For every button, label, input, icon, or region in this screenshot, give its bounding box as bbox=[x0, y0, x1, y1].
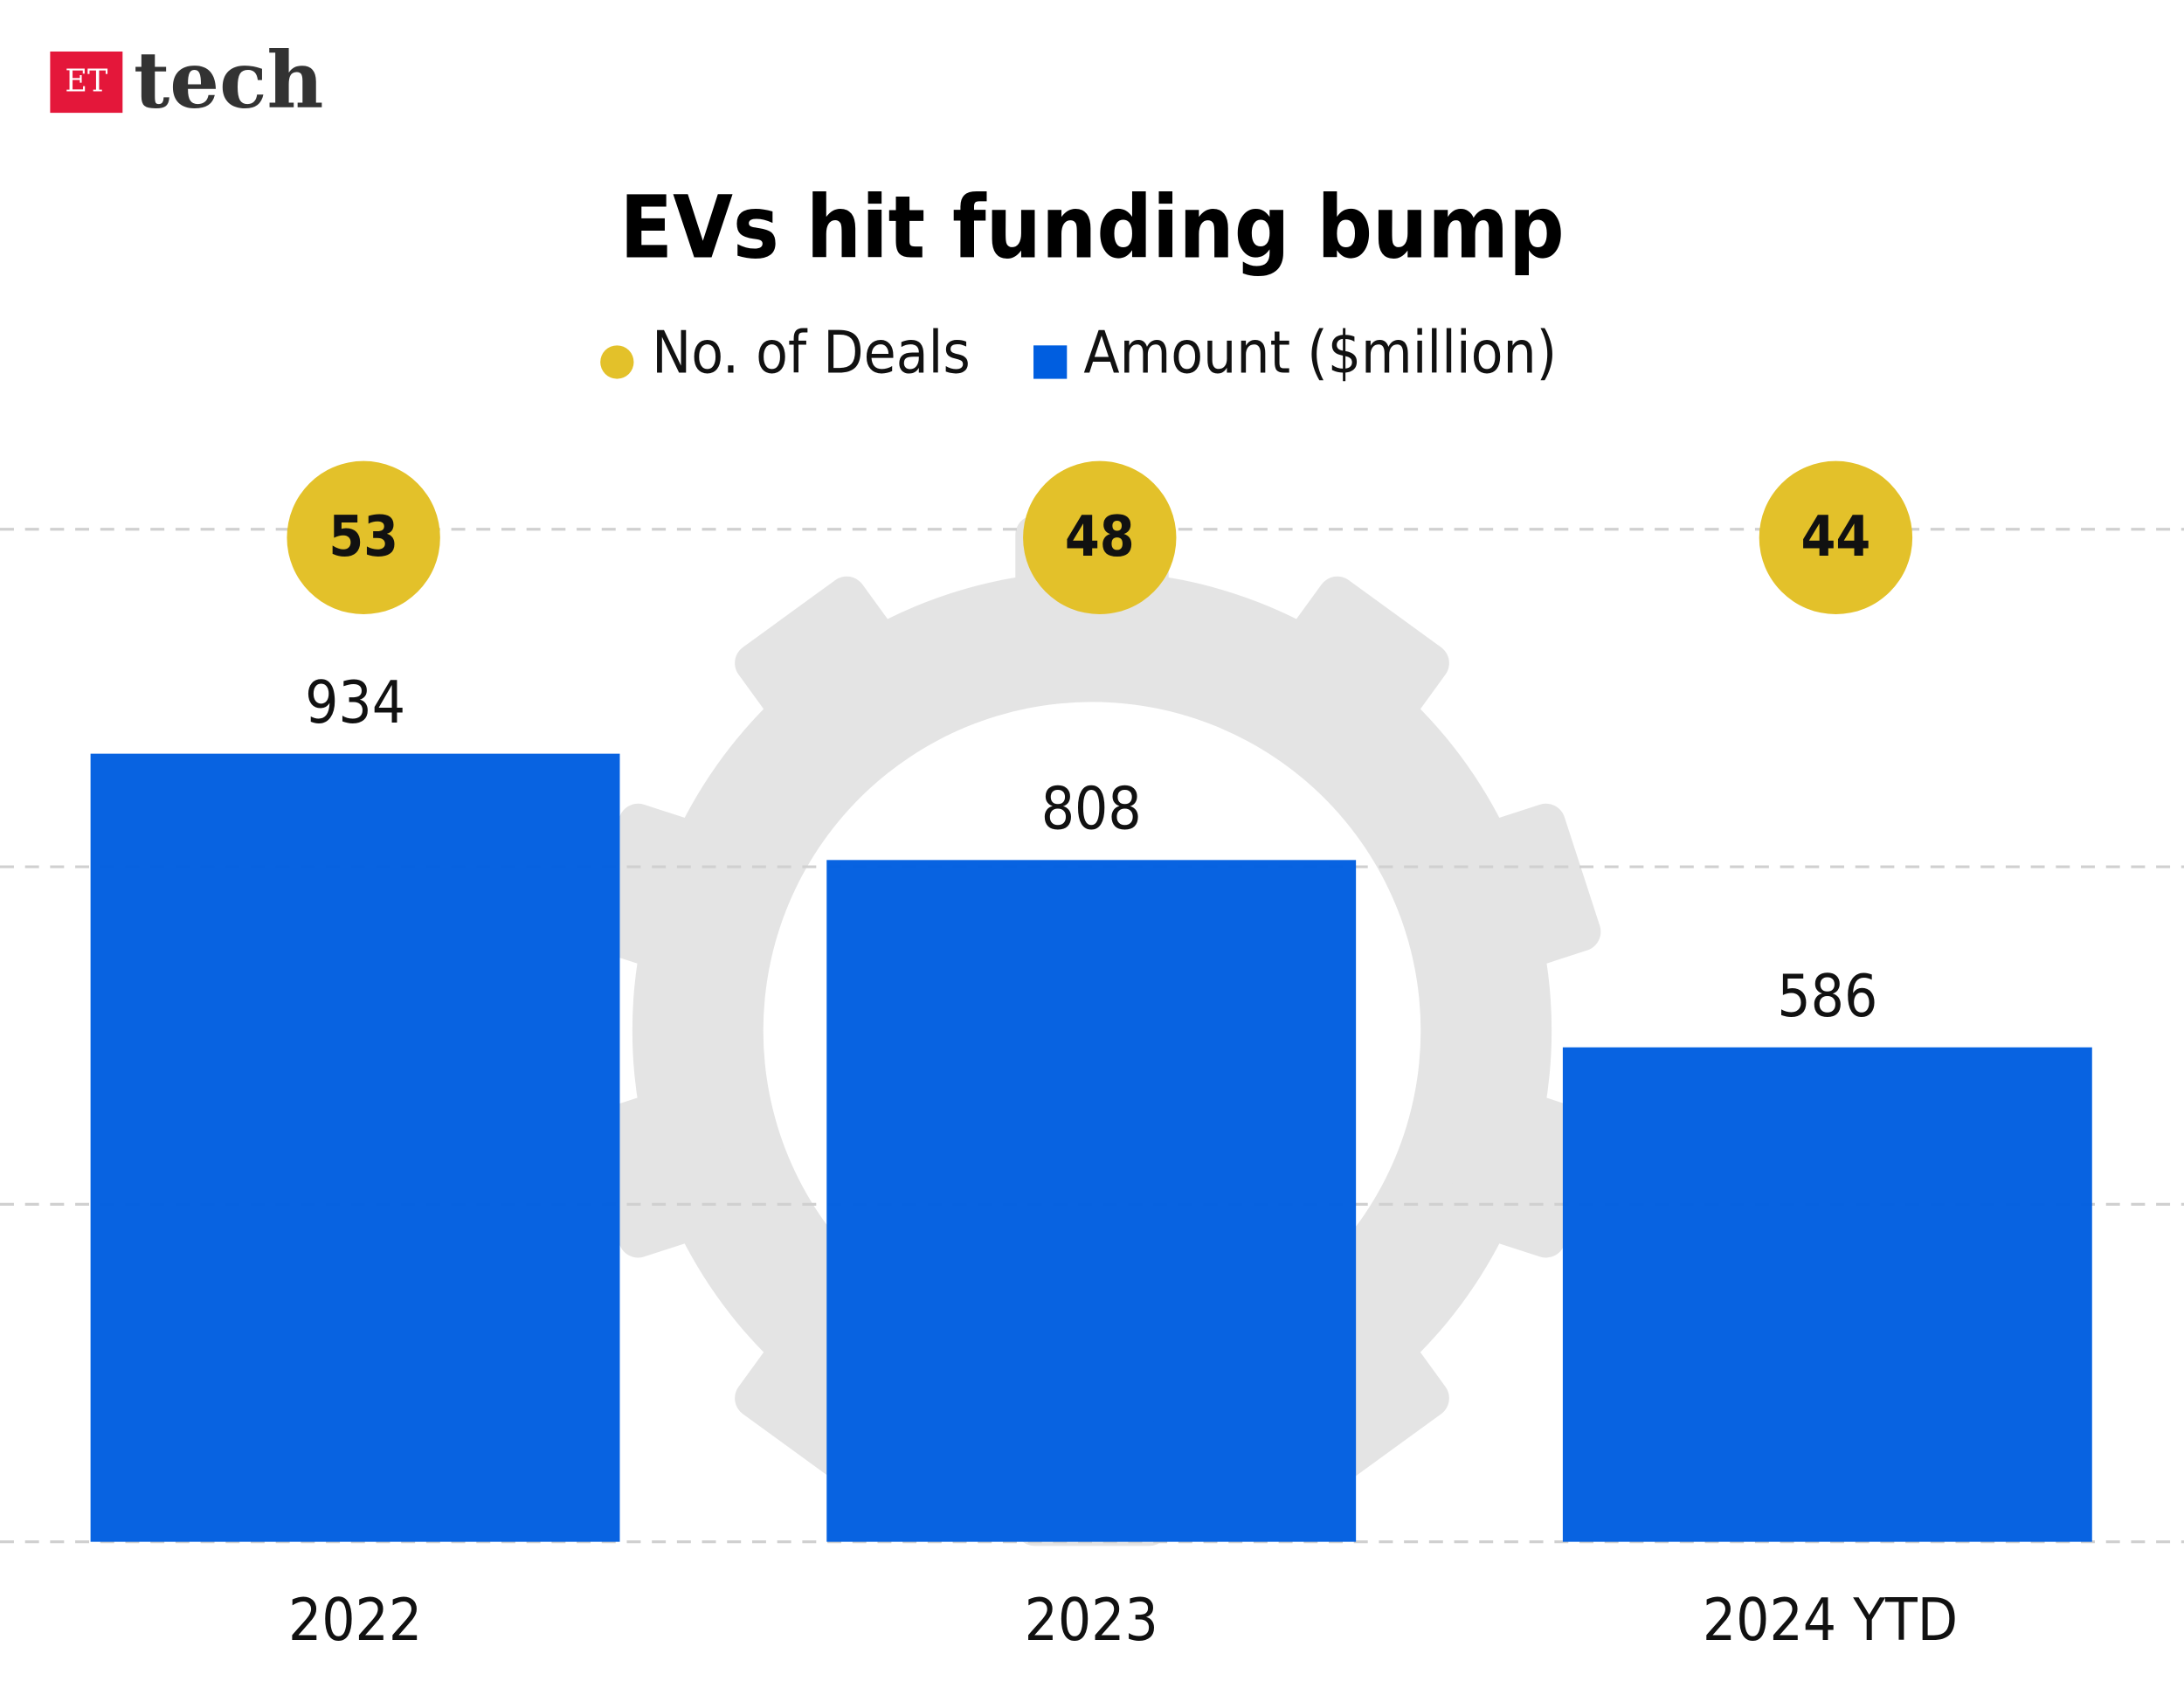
legend-label: No. of Deals bbox=[652, 319, 971, 387]
gear-tooth bbox=[583, 803, 740, 979]
deal-label: 48 bbox=[1065, 505, 1135, 570]
value-label: 808 bbox=[1041, 775, 1142, 843]
bar bbox=[1562, 1047, 2092, 1542]
chart-title: EVs hit funding bump bbox=[619, 178, 1564, 279]
value-label: 586 bbox=[1777, 962, 1877, 1030]
gear-tooth bbox=[1267, 576, 1449, 753]
deal-badge bbox=[1759, 460, 1913, 614]
x-tick-label: 2024 YTD bbox=[1703, 1586, 1958, 1654]
legend: No. of Deals Amount ($million) bbox=[600, 319, 1557, 387]
x-tick-label: 2022 bbox=[288, 1586, 422, 1654]
legend-marker bbox=[600, 345, 634, 379]
gear-tooth bbox=[583, 1083, 740, 1258]
bar bbox=[90, 753, 620, 1542]
gear-tooth bbox=[1444, 1083, 1601, 1258]
value-label: 934 bbox=[305, 668, 405, 737]
x-tick-label: 2023 bbox=[1025, 1586, 1158, 1654]
gear-tooth bbox=[1444, 803, 1601, 979]
deal-label: 53 bbox=[328, 505, 398, 570]
brand-logo: ET tech bbox=[50, 34, 323, 126]
plot-area: 934 53 2022 808 48 2023 586 44 2024 YTD bbox=[90, 460, 2092, 1654]
legend-marker bbox=[1033, 345, 1068, 379]
deal-badge bbox=[287, 460, 440, 614]
logo-badge bbox=[50, 51, 123, 114]
deal-badge bbox=[1023, 460, 1177, 614]
legend-label: Amount ($million) bbox=[1083, 319, 1557, 387]
logo-text: tech bbox=[134, 34, 323, 126]
logo-badge-text: ET bbox=[65, 64, 108, 100]
gear-tooth bbox=[735, 576, 917, 753]
deal-label: 44 bbox=[1800, 505, 1870, 570]
bar bbox=[826, 860, 1357, 1542]
